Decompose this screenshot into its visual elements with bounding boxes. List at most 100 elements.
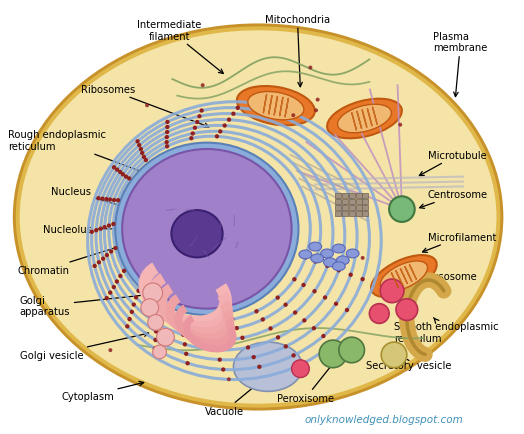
Text: Chromatin: Chromatin (18, 228, 178, 276)
Circle shape (136, 289, 141, 293)
Text: Microtubule: Microtubule (419, 151, 486, 176)
Circle shape (313, 260, 318, 264)
Circle shape (185, 361, 190, 365)
Circle shape (254, 309, 259, 314)
Text: Secretory vesicle: Secretory vesicle (366, 357, 452, 370)
Bar (342, 194, 348, 199)
Circle shape (348, 273, 353, 277)
Circle shape (291, 353, 296, 358)
Circle shape (309, 66, 312, 70)
Ellipse shape (332, 262, 345, 271)
Circle shape (94, 229, 99, 233)
Circle shape (227, 118, 231, 122)
Circle shape (339, 337, 365, 363)
Circle shape (276, 296, 280, 300)
Ellipse shape (234, 342, 302, 391)
Circle shape (101, 257, 105, 261)
Text: Plasma
membrane: Plasma membrane (433, 32, 488, 97)
Circle shape (283, 345, 288, 349)
Ellipse shape (122, 150, 291, 309)
Text: onlyknowledged.blogspot.com: onlyknowledged.blogspot.com (304, 414, 463, 424)
Text: Lysosome: Lysosome (410, 272, 476, 295)
Circle shape (195, 121, 200, 125)
Circle shape (221, 368, 225, 372)
Circle shape (112, 198, 116, 203)
Bar (363, 212, 368, 217)
Ellipse shape (371, 256, 436, 297)
Bar (342, 200, 348, 205)
Circle shape (179, 315, 183, 319)
Circle shape (321, 334, 325, 339)
Circle shape (257, 365, 261, 369)
Circle shape (252, 355, 256, 359)
Circle shape (236, 106, 240, 111)
Circle shape (104, 197, 108, 202)
Ellipse shape (13, 24, 504, 411)
Circle shape (152, 345, 167, 359)
Circle shape (230, 318, 234, 322)
Text: Vacuole: Vacuole (205, 381, 261, 416)
Circle shape (112, 166, 116, 170)
Circle shape (314, 109, 318, 113)
Circle shape (389, 197, 414, 222)
Circle shape (191, 132, 195, 136)
Text: Smooth endoplasmic
reticulum: Smooth endoplasmic reticulum (394, 318, 499, 343)
Ellipse shape (237, 87, 315, 126)
Circle shape (100, 197, 105, 201)
Circle shape (99, 227, 103, 231)
Circle shape (312, 289, 316, 294)
Circle shape (223, 124, 227, 128)
Circle shape (115, 168, 119, 172)
Circle shape (292, 277, 297, 282)
Circle shape (301, 283, 305, 287)
Ellipse shape (327, 99, 402, 139)
Bar (342, 206, 348, 210)
Circle shape (381, 342, 407, 368)
Circle shape (105, 253, 109, 258)
Text: Peroxisome: Peroxisome (277, 358, 337, 403)
Circle shape (291, 360, 309, 378)
Circle shape (116, 199, 121, 203)
Ellipse shape (299, 250, 312, 259)
Circle shape (369, 304, 389, 324)
Circle shape (165, 135, 169, 140)
Circle shape (380, 279, 404, 303)
Bar (348, 212, 355, 217)
Circle shape (118, 171, 122, 175)
Circle shape (135, 140, 140, 144)
Circle shape (129, 310, 134, 314)
Bar (348, 194, 355, 199)
Circle shape (343, 202, 347, 206)
Bar (356, 212, 362, 217)
Circle shape (122, 269, 126, 273)
Ellipse shape (311, 254, 324, 263)
Circle shape (201, 84, 205, 88)
Ellipse shape (309, 243, 322, 251)
Bar (348, 200, 355, 205)
Circle shape (361, 277, 365, 282)
Circle shape (204, 319, 209, 324)
Text: Mitochondria: Mitochondria (265, 15, 330, 88)
Bar (342, 212, 348, 217)
Circle shape (90, 230, 94, 234)
Ellipse shape (346, 250, 359, 258)
Circle shape (96, 197, 101, 201)
Circle shape (231, 112, 236, 117)
Circle shape (112, 285, 116, 289)
Circle shape (121, 173, 125, 177)
Circle shape (180, 323, 184, 328)
Circle shape (184, 352, 189, 356)
Ellipse shape (332, 244, 345, 253)
Circle shape (156, 305, 160, 309)
Circle shape (398, 123, 402, 128)
Bar (335, 194, 341, 199)
Circle shape (102, 225, 107, 230)
Circle shape (108, 349, 112, 352)
Circle shape (227, 378, 231, 381)
Circle shape (218, 130, 223, 134)
Circle shape (396, 299, 418, 321)
Circle shape (165, 121, 170, 125)
Circle shape (260, 318, 265, 322)
Text: Rough endoplasmic
reticulum: Rough endoplasmic reticulum (8, 130, 154, 177)
Circle shape (111, 222, 116, 227)
